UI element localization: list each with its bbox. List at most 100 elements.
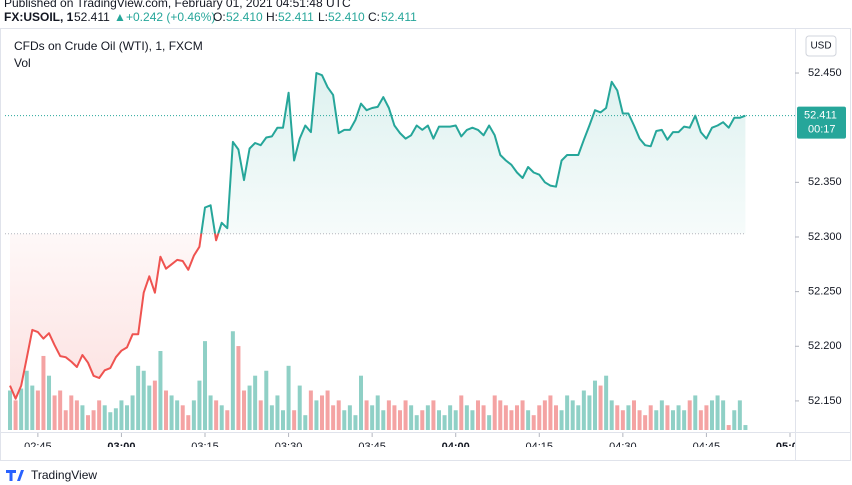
volume-bar xyxy=(514,405,519,430)
volume-bar xyxy=(303,415,308,430)
price-line xyxy=(9,72,746,400)
volume-bar xyxy=(665,405,670,430)
published: Published on TradingView.com, February 0… xyxy=(4,0,351,10)
currency[interactable]: USD xyxy=(810,41,831,52)
volume-bar xyxy=(459,395,464,430)
volume-bar xyxy=(41,355,46,430)
volume-bar xyxy=(130,395,135,430)
volume-bar xyxy=(487,415,492,430)
volume-bar xyxy=(620,410,625,430)
volume-bar xyxy=(492,395,497,430)
volume-bar xyxy=(297,385,302,430)
volume-bar xyxy=(281,410,286,430)
volume-bar xyxy=(670,410,675,430)
frame xyxy=(0,28,851,461)
volume-bar xyxy=(119,400,124,430)
volume-bar xyxy=(737,400,742,430)
volume-bar xyxy=(320,395,325,430)
volume-bar xyxy=(604,375,609,430)
volume-bar xyxy=(347,405,352,430)
volume-bar xyxy=(726,425,731,430)
brand: TradingView xyxy=(31,468,97,482)
volume-bar xyxy=(609,400,614,430)
volume-bar xyxy=(592,380,597,430)
volume-bar xyxy=(475,400,480,430)
volume-bar xyxy=(715,395,720,430)
y-tick-label: 52.300 xyxy=(808,231,842,243)
volume-bar xyxy=(359,375,364,430)
y-tick-label: 52.450 xyxy=(808,67,842,79)
volume-bar xyxy=(709,400,714,430)
x-tick-label: 03:30 xyxy=(275,441,303,453)
volume-bar xyxy=(537,405,542,430)
volume-bar xyxy=(336,400,341,430)
volume-bar xyxy=(464,405,469,430)
volume-bar xyxy=(548,395,553,430)
volume-bar xyxy=(531,415,536,430)
x-tick-label: 04:00 xyxy=(442,441,470,453)
volume-bar xyxy=(721,400,726,430)
volume-bar xyxy=(236,346,241,430)
x-tick-label: 02:45 xyxy=(24,441,52,453)
volume-bar xyxy=(392,405,397,430)
volume-bar xyxy=(676,405,681,430)
volume-bar xyxy=(637,410,642,430)
close: 52.411 xyxy=(381,10,417,24)
volume-bar xyxy=(253,375,258,430)
volume-bar xyxy=(152,380,157,430)
volume-bar xyxy=(242,390,247,430)
arrow: ▲ xyxy=(114,10,126,24)
volume-bar xyxy=(453,410,458,430)
currency-button[interactable] xyxy=(805,35,837,57)
y-tick-label: 52.150 xyxy=(808,395,842,407)
volume-bar xyxy=(186,415,191,430)
volume-bar xyxy=(197,380,202,430)
countdown: 00:17 xyxy=(808,124,836,136)
volume-bar xyxy=(108,412,113,430)
volume-bar xyxy=(125,405,130,430)
volume-bar xyxy=(743,425,748,430)
volume-bar xyxy=(230,331,235,430)
low: 52.410 xyxy=(328,10,365,24)
volume-bar xyxy=(687,400,692,430)
volume-bar xyxy=(69,395,74,430)
volume-bar xyxy=(381,410,386,430)
volume-bar xyxy=(576,405,581,430)
volume-bar xyxy=(420,410,425,430)
volume-bar xyxy=(386,400,391,430)
volume-bar xyxy=(52,395,57,430)
volume-bar xyxy=(191,400,196,430)
volume-bar xyxy=(74,400,79,430)
volume-bar xyxy=(275,395,280,430)
volume-bar xyxy=(30,385,35,430)
area-fill xyxy=(10,73,746,399)
volume-bar xyxy=(693,395,698,430)
volume-bar xyxy=(442,415,447,430)
volume-bar xyxy=(13,400,18,430)
volume-bar xyxy=(141,370,146,430)
volume-bar xyxy=(325,390,330,430)
header: Published on TradingView.com, February 0… xyxy=(4,0,417,24)
volume-bar xyxy=(219,405,224,430)
volume-bar xyxy=(225,410,230,430)
high: 52.411 xyxy=(278,10,314,24)
volume-bar xyxy=(403,400,408,430)
volume-bar xyxy=(208,395,213,430)
volume-bar xyxy=(414,415,419,430)
last-price-label: 52.411 xyxy=(804,110,837,122)
volume-bar xyxy=(19,388,24,430)
o-label: O: xyxy=(213,10,226,24)
y-tick-label: 52.200 xyxy=(808,340,842,352)
plot xyxy=(5,72,748,430)
volume-bar xyxy=(431,400,436,430)
volume-bar xyxy=(559,410,564,430)
x-tick-label: 03:15 xyxy=(191,441,219,453)
x-tick-label: 05:00 xyxy=(776,441,804,453)
volume-bar xyxy=(113,408,118,430)
volume-bar xyxy=(86,415,91,430)
volume-bar xyxy=(136,365,141,430)
last: 52.411 xyxy=(74,10,110,24)
volume-bar xyxy=(214,400,219,430)
volume-bar xyxy=(314,400,319,430)
volume-bar xyxy=(626,405,631,430)
